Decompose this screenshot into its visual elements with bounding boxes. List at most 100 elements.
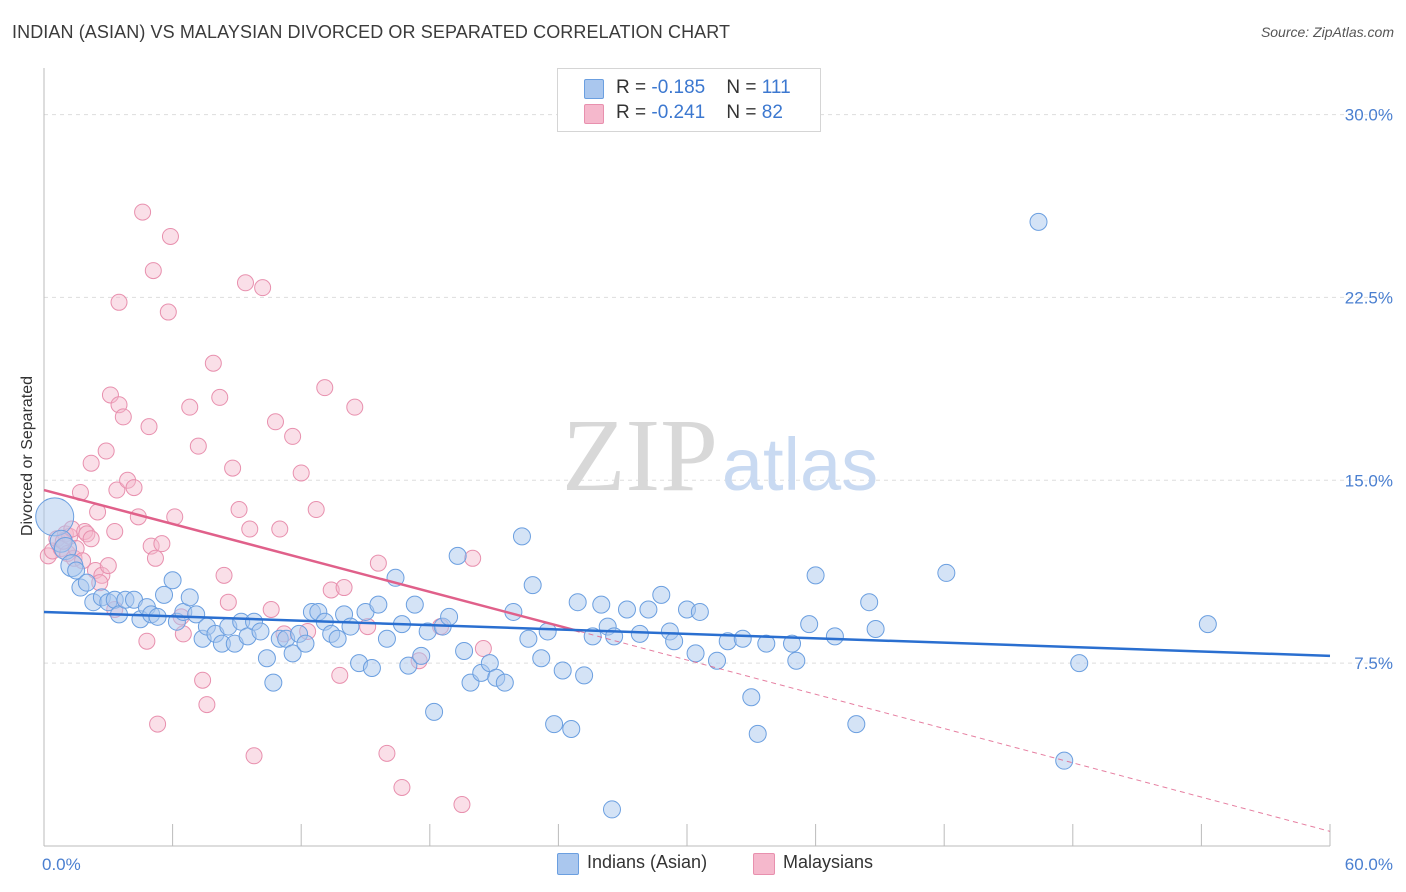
- indian-point: [328, 629, 347, 648]
- malaysian-point: [316, 379, 334, 397]
- indian-point: [583, 627, 602, 646]
- malaysian-point: [331, 666, 349, 684]
- indian-point: [562, 719, 581, 738]
- legend-n-value: 111: [761, 77, 791, 98]
- indian-point: [405, 595, 424, 614]
- indian-point: [937, 563, 956, 582]
- malaysian-point: [464, 549, 482, 567]
- malaysian-point: [241, 520, 259, 538]
- indian-point: [296, 634, 315, 653]
- indian-point: [523, 576, 542, 595]
- malaysian-point: [153, 535, 171, 553]
- malaysian-point: [146, 549, 164, 567]
- malaysian-point: [474, 640, 492, 658]
- malaysian-point: [224, 459, 242, 477]
- series-legend-label: Malaysians: [783, 852, 874, 872]
- legend-n-value: 82: [761, 102, 783, 123]
- malaysian-point: [378, 744, 396, 762]
- malaysian-point: [125, 479, 143, 497]
- malaysian-point: [292, 464, 310, 482]
- legend-r-label: R =: [616, 102, 652, 123]
- chart-title: INDIAN (ASIAN) VS MALAYSIAN DIVORCED OR …: [12, 22, 731, 42]
- indian-point: [67, 561, 86, 580]
- indian-point: [545, 715, 564, 734]
- malaysian-point: [181, 398, 199, 416]
- malaysian-point: [101, 386, 119, 404]
- watermark-atlas: atlas: [722, 423, 878, 506]
- trend-lines: [43, 488, 1331, 832]
- source-label: Source: ZipAtlas.com: [1260, 24, 1394, 40]
- indian-point: [639, 600, 658, 619]
- indian-point: [690, 602, 709, 621]
- indian-point: [665, 632, 684, 651]
- x-tick-label: 0.0%: [42, 855, 81, 874]
- malaysian-point: [99, 557, 117, 575]
- correlation-legend: R = -0.185 N = 111 R = -0.241 N = 82: [557, 68, 821, 132]
- malaysian-point: [108, 481, 126, 499]
- indian-point: [369, 595, 388, 614]
- indian-point: [377, 629, 396, 648]
- axes: [43, 68, 1331, 847]
- grid-lines: [44, 114, 1390, 664]
- malaysian-point: [82, 454, 100, 472]
- indian-point: [341, 617, 360, 636]
- malaysian-point: [211, 388, 229, 406]
- malaysian-point: [219, 593, 237, 611]
- malaysian-point: [230, 501, 248, 519]
- malaysian-point: [254, 279, 272, 297]
- legend-swatch-blue: [584, 79, 604, 99]
- indian-point: [187, 605, 206, 624]
- malaysian-trend-extension: [579, 630, 1331, 832]
- series-legend-label: Indians (Asian): [587, 852, 708, 872]
- malaysian-point: [144, 262, 162, 280]
- y-tick-label: 7.5%: [1354, 654, 1393, 673]
- indian-point: [806, 566, 825, 585]
- indian-point: [783, 634, 802, 653]
- y-tick-label: 15.0%: [1345, 471, 1393, 490]
- indian-point: [163, 571, 182, 590]
- series-swatch-blue: [557, 853, 579, 875]
- x-tick-label: 60.0%: [1345, 855, 1393, 874]
- malaysian-point: [76, 522, 94, 540]
- indian-point: [425, 702, 444, 721]
- indian-point: [757, 634, 776, 653]
- indian-point: [575, 666, 594, 685]
- malaysian-point: [245, 747, 263, 765]
- indian-point: [787, 651, 806, 670]
- malaysian-point: [307, 501, 325, 519]
- indian-point: [519, 629, 538, 648]
- malaysian-point: [134, 203, 152, 221]
- indian-point: [362, 659, 381, 678]
- malaysian-point: [284, 427, 302, 445]
- y-tick-label: 30.0%: [1345, 106, 1393, 125]
- indian-point: [652, 585, 671, 604]
- malaysian-point: [393, 778, 411, 796]
- indian-point: [1029, 212, 1048, 231]
- indian-point: [708, 651, 727, 670]
- indian-point: [512, 527, 531, 546]
- indian-point: [568, 593, 587, 612]
- indian-point: [399, 656, 418, 675]
- indian-point: [283, 644, 302, 663]
- malaysian-point: [110, 293, 128, 311]
- malaysians-points: [39, 203, 492, 814]
- indian-point: [1198, 615, 1217, 634]
- indian-point: [592, 595, 611, 614]
- malaysian-point: [114, 408, 132, 426]
- indian-point: [617, 600, 636, 619]
- malaysian-point: [194, 671, 212, 689]
- indian-point: [264, 673, 283, 692]
- malaysian-point: [119, 471, 137, 489]
- indian-point: [866, 620, 885, 639]
- indian-point: [1070, 654, 1089, 673]
- malaysian-point: [266, 413, 284, 431]
- malaysian-point: [369, 554, 387, 572]
- indian-point: [532, 649, 551, 668]
- malaysian-point: [262, 601, 280, 619]
- watermark-zip: ZIP: [562, 398, 718, 513]
- indian-point: [630, 624, 649, 643]
- indian-point: [257, 649, 276, 668]
- indian-point: [412, 646, 431, 665]
- malaysian-point: [140, 418, 158, 436]
